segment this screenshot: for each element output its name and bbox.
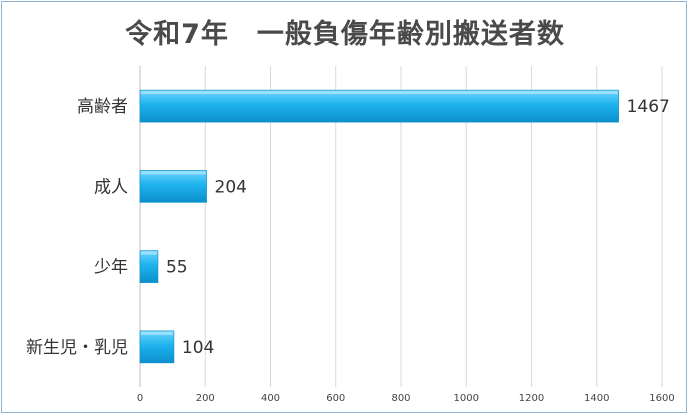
x-tick-label: 1000 (454, 393, 479, 404)
bar-highlight (141, 171, 206, 175)
x-tick-label: 0 (137, 393, 143, 404)
x-tick-label: 1600 (649, 393, 674, 404)
category-label: 新生児・乳児 (26, 338, 128, 358)
category-label: 成人 (94, 177, 128, 197)
category-label: 少年 (94, 258, 128, 278)
x-tick-label: 200 (196, 393, 215, 404)
bar (139, 170, 207, 203)
x-tick-label: 800 (391, 393, 410, 404)
value-label: 104 (182, 338, 214, 358)
value-label: 204 (215, 177, 247, 197)
value-label: 55 (166, 258, 188, 278)
bar-highlight (141, 251, 157, 255)
value-label: 1467 (627, 97, 670, 117)
category-label: 高齢者 (77, 97, 128, 117)
x-tick-label: 1200 (519, 393, 544, 404)
bar (139, 89, 619, 123)
x-tick-label: 1400 (584, 393, 609, 404)
x-tick-label: 400 (261, 393, 280, 404)
x-tick-label: 600 (326, 393, 345, 404)
bar-highlight (141, 91, 618, 95)
bar (139, 250, 159, 283)
chart-title: 令和7年 一般負傷年齢別搬送者数 (125, 19, 565, 50)
bar-highlight (141, 331, 173, 335)
bar (139, 330, 175, 364)
